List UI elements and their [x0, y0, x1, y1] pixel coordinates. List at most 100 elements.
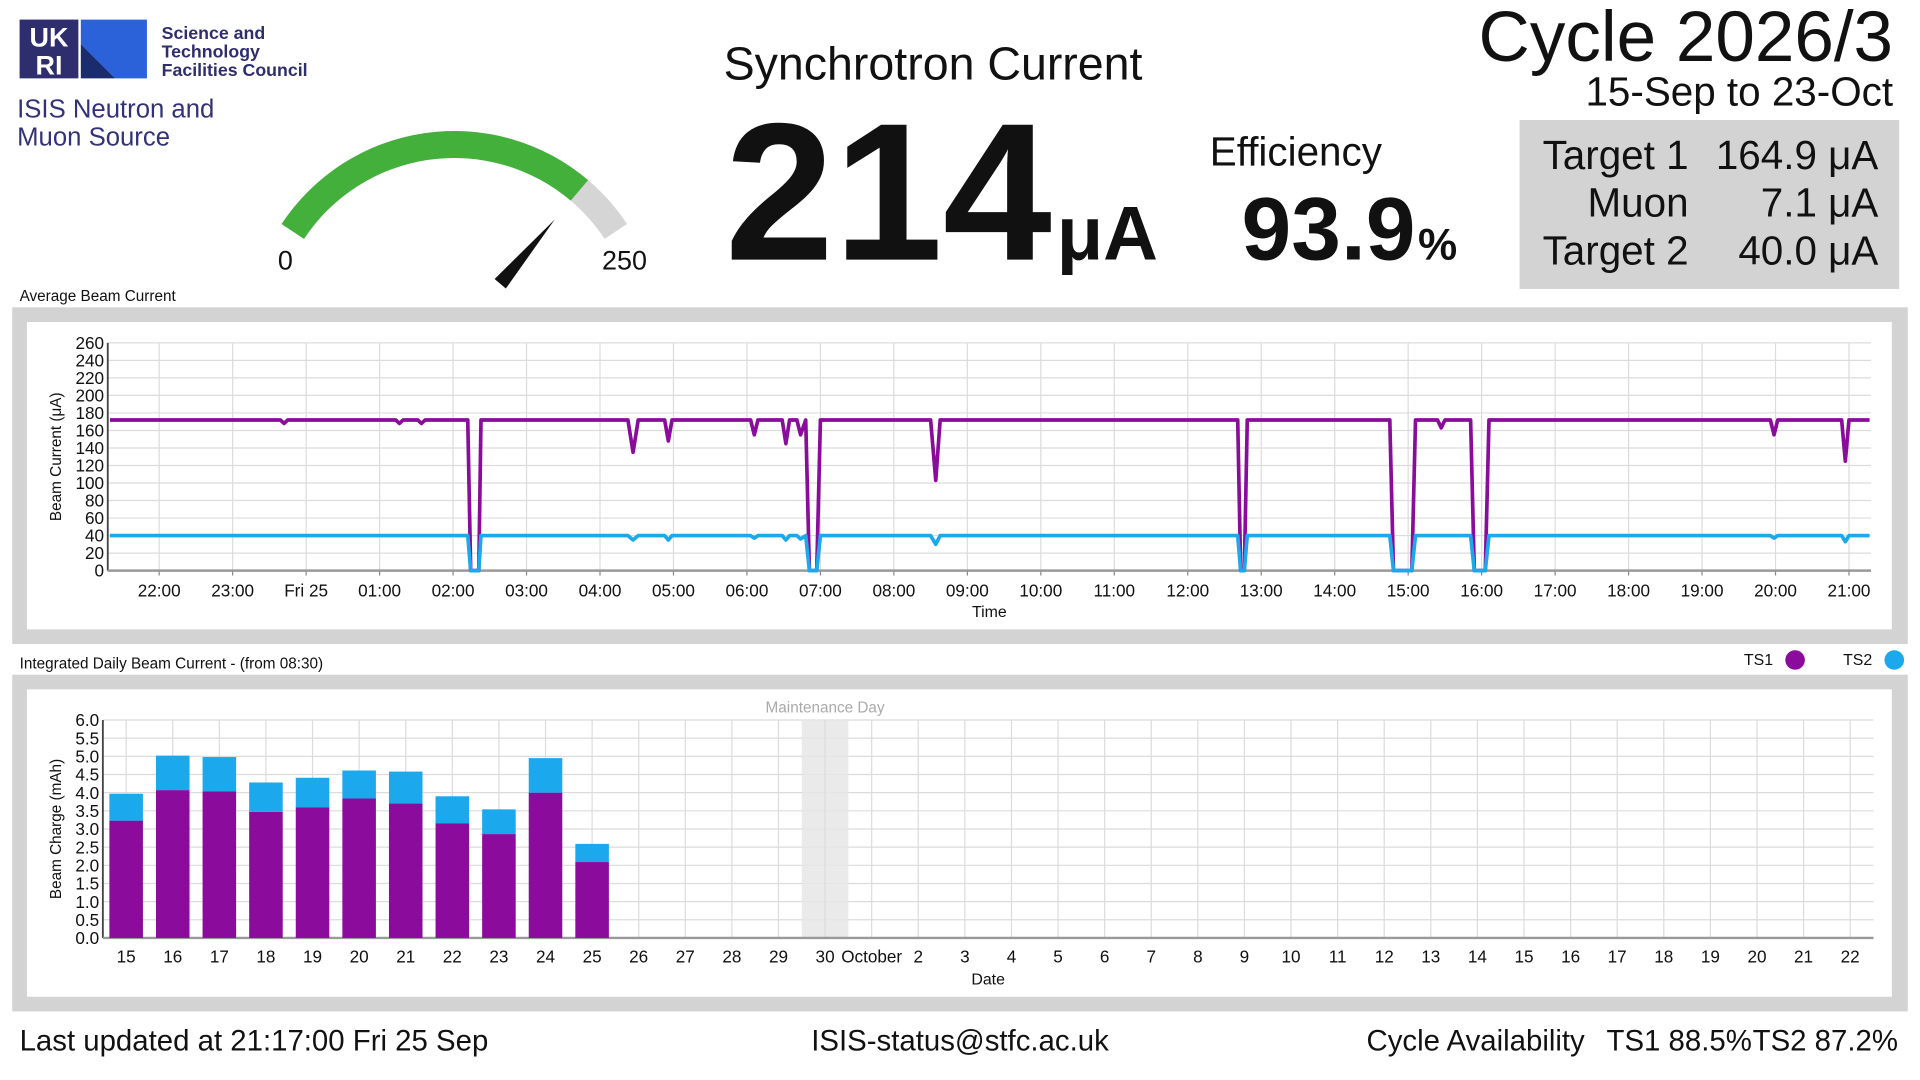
x-tick-label: 9	[1240, 946, 1250, 966]
x-tick-label: 14	[1468, 946, 1488, 966]
y-tick-label: 6.0	[75, 710, 99, 730]
gauge-min-label: 0	[278, 245, 293, 275]
x-tick-label: 20:00	[1754, 580, 1797, 600]
target-name: Target 1	[1543, 132, 1689, 178]
x-tick-label: 10:00	[1019, 580, 1062, 600]
x-tick-label: 25	[583, 946, 602, 966]
x-tick-label: 8	[1193, 946, 1203, 966]
x-tick-label: 17	[1608, 946, 1627, 966]
current-unit: μA	[1057, 192, 1158, 277]
x-tick-label: 5	[1053, 946, 1063, 966]
x-tick-label: 22	[1841, 946, 1860, 966]
targets-box	[1519, 120, 1900, 289]
x-tick-label: 6	[1100, 946, 1110, 966]
y-tick-label: 1.0	[75, 892, 99, 912]
efficiency-unit: %	[1418, 221, 1457, 270]
x-tick-label: 21:00	[1828, 580, 1871, 600]
y-tick-label: 40	[85, 526, 104, 546]
y-tick-label: 140	[76, 438, 105, 458]
panel-body	[26, 689, 1892, 997]
bar	[295, 777, 330, 808]
x-tick-label: 20	[350, 946, 369, 966]
gauge-fill	[281, 131, 589, 239]
efficiency-value: 93.9	[1242, 179, 1416, 279]
x-tick-label: 12	[1375, 946, 1394, 966]
x-tick-label: 14:00	[1313, 580, 1356, 600]
bar	[295, 807, 330, 938]
y-tick-label: 20	[85, 543, 104, 563]
y-tick-label: 60	[85, 508, 104, 528]
x-tick-label: 16	[1561, 946, 1580, 966]
y-tick-label: 240	[76, 350, 105, 370]
y-tick-label: 0	[95, 561, 105, 581]
bar	[202, 791, 237, 938]
x-tick-label: 19	[303, 946, 322, 966]
bar	[528, 792, 563, 938]
x-tick-label: 18	[256, 946, 275, 966]
bar	[342, 770, 376, 799]
x-tick-label: 03:00	[505, 580, 548, 600]
current-title: Synchrotron Current	[724, 38, 1143, 90]
target-name: Target 2	[1543, 227, 1689, 273]
x-tick-label: 27	[676, 946, 695, 966]
site-name: Muon Source	[17, 124, 170, 152]
bar	[575, 843, 609, 863]
x-tick-label: 16:00	[1460, 580, 1503, 600]
logo-square	[19, 19, 79, 79]
bar	[249, 811, 283, 938]
y-tick-label: 220	[76, 368, 105, 388]
x-tick-label: 18:00	[1607, 580, 1650, 600]
y-tick-label: 4.0	[75, 783, 99, 803]
y-tick-label: 260	[76, 333, 105, 353]
y-tick-label: 2.5	[75, 837, 99, 857]
target-value: 40.0 μA	[1738, 227, 1878, 273]
x-tick-label: 09:00	[946, 580, 989, 600]
bar	[435, 823, 470, 938]
bar	[482, 809, 516, 835]
legend-label: TS2	[1843, 652, 1872, 669]
site-name: ISIS Neutron and	[17, 96, 214, 124]
bar	[388, 771, 423, 804]
bar	[249, 782, 283, 812]
current-value: 214	[725, 83, 1052, 302]
bar	[109, 793, 143, 821]
x-tick-label: 26	[629, 946, 648, 966]
logo-shape	[80, 19, 147, 79]
x-tick-label: 11:00	[1093, 580, 1135, 600]
y-tick-label: 80	[85, 491, 104, 511]
bar	[388, 803, 423, 938]
contact-email: ISIS-status@stfc.ac.uk	[811, 1025, 1109, 1058]
x-axis-label: Date	[971, 971, 1005, 988]
chart-title: Average Beam Current	[20, 288, 177, 305]
x-tick-label: 3	[960, 946, 970, 966]
x-tick-label: 01:00	[358, 580, 401, 600]
availability-ts2: TS2 87.2%	[1753, 1025, 1898, 1058]
cycle-title: Cycle 2026/3	[1479, 0, 1894, 77]
gauge-max-label: 250	[602, 245, 647, 275]
x-tick-label: 11	[1329, 946, 1347, 966]
x-tick-label: 21	[1794, 946, 1813, 966]
y-axis-label: Beam Current (μA)	[48, 392, 65, 521]
council-name: Facilities Council	[162, 60, 308, 80]
y-tick-label: 0.5	[75, 910, 99, 930]
y-tick-label: 100	[76, 473, 105, 493]
y-tick-label: 200	[76, 386, 105, 406]
panel-body	[26, 322, 1892, 630]
x-tick-label: 28	[722, 946, 741, 966]
x-tick-label: 23	[489, 946, 508, 966]
x-tick-label: 13	[1421, 946, 1440, 966]
x-tick-label: 16	[163, 946, 182, 966]
annotation-label: Maintenance Day	[766, 700, 885, 717]
logo: UK RI Science and Technology Facilities …	[19, 19, 308, 81]
x-tick-label: 19:00	[1681, 580, 1724, 600]
x-tick-label: 20	[1747, 946, 1766, 966]
x-tick-label: 15	[1514, 946, 1533, 966]
line-series	[109, 533, 1870, 573]
bar	[575, 862, 609, 938]
x-tick-label: 06:00	[726, 580, 769, 600]
council-name: Science and	[162, 23, 266, 43]
y-tick-label: 5.5	[75, 728, 99, 748]
bar	[202, 757, 237, 792]
availability-label: Cycle Availability	[1367, 1025, 1586, 1058]
